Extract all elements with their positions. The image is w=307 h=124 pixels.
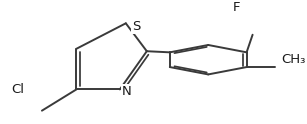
Text: N: N — [122, 85, 132, 98]
Text: F: F — [233, 1, 240, 14]
Text: Cl: Cl — [11, 83, 24, 96]
Text: CH₃: CH₃ — [282, 53, 306, 66]
Text: S: S — [132, 20, 141, 33]
